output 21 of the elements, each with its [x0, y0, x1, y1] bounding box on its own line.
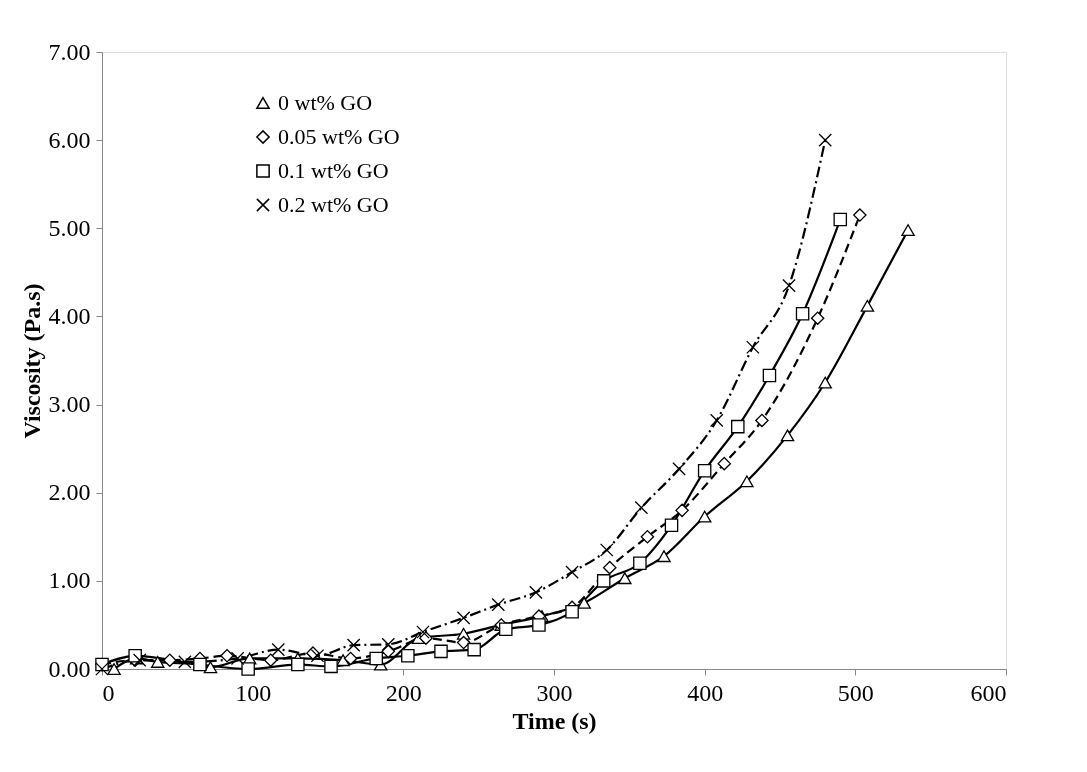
x-tick-label: 400: [687, 679, 724, 706]
legend-label: 0.05 wt% GO: [278, 124, 400, 149]
x-tick-label: 200: [385, 679, 422, 706]
y-tick-label: 2.00: [48, 479, 91, 506]
x-tick-label: 300: [536, 679, 573, 706]
x-axis-title: Time (s): [512, 707, 597, 734]
y-tick-label: 7.00: [48, 38, 91, 65]
y-tick-label: 5.00: [48, 214, 91, 241]
x-tick-label: 100: [235, 679, 272, 706]
legend-label: 0.1 wt% GO: [278, 158, 389, 183]
legend-label: 0.2 wt% GO: [278, 192, 389, 217]
x-tick-label: 600: [970, 679, 1007, 706]
y-tick-label: 1.00: [48, 567, 91, 594]
y-tick-label: 4.00: [48, 302, 91, 329]
y-tick-label: 3.00: [48, 391, 91, 418]
y-tick-label: 0.00: [48, 655, 91, 682]
x-tick-label: 500: [837, 679, 874, 706]
x-tick-label: 0: [102, 679, 115, 706]
legend-label: 0 wt% GO: [278, 90, 373, 115]
y-axis-title: Viscosity (Pa.s): [18, 283, 45, 439]
y-tick-label: 6.00: [48, 126, 91, 153]
